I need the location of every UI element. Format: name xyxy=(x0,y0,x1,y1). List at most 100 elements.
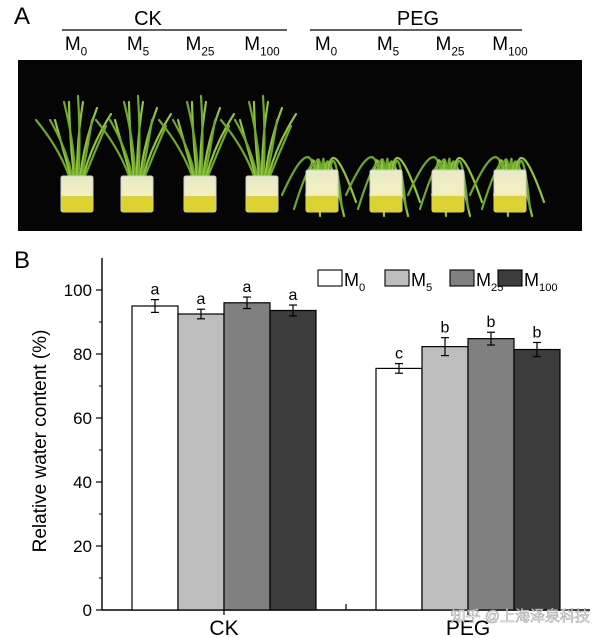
plant-pot xyxy=(34,94,113,213)
leaf xyxy=(48,118,74,178)
leaf xyxy=(62,100,77,178)
y-tick-label: 80 xyxy=(73,345,92,364)
watermark: 知乎 @上海泽泉科技 xyxy=(451,608,590,625)
leaf xyxy=(515,157,546,204)
legend-label-m5: M5 xyxy=(411,270,432,294)
treatment-label-ck-5: M5 xyxy=(127,34,150,58)
group-label-peg: PEG xyxy=(397,8,439,30)
y-tick-label: 20 xyxy=(73,537,92,556)
y-tick-label: 60 xyxy=(73,409,92,428)
leaf xyxy=(328,159,344,211)
legend-label-m100: M100 xyxy=(524,270,558,294)
significance-letter: a xyxy=(151,282,160,299)
plant-pot xyxy=(94,94,173,213)
treatment-label-peg-0: M0 xyxy=(315,34,338,58)
leaf xyxy=(34,118,71,178)
leaf xyxy=(203,118,217,178)
bar-peg-m5 xyxy=(421,346,469,611)
y-tick-label: 0 xyxy=(83,601,92,620)
bar-ck-m25 xyxy=(223,302,271,611)
treatment-label-ck-0: M0 xyxy=(65,34,88,58)
y-tick-label: 40 xyxy=(73,473,92,492)
bar-ck-m5 xyxy=(177,313,225,611)
leaf xyxy=(122,100,137,178)
leaf xyxy=(264,106,284,178)
legend-swatch-m0 xyxy=(317,269,343,287)
plant-pot xyxy=(468,156,546,218)
leaf xyxy=(94,118,131,178)
group-label-ck: CK xyxy=(134,8,162,30)
leaf xyxy=(454,159,470,211)
leaf xyxy=(267,112,298,178)
leaf xyxy=(140,118,154,178)
bar-ck-m100 xyxy=(269,309,317,611)
leaf xyxy=(76,94,81,178)
panel-a-treatment-labels: CK M0 M5 M25 M100 PEG M0 M5 M25 M100 xyxy=(62,8,528,58)
leaf xyxy=(327,157,358,204)
plant-photo-content xyxy=(34,94,546,218)
panel-b-label: B xyxy=(14,247,30,274)
leaf xyxy=(82,112,113,178)
leaf xyxy=(185,100,200,178)
x-tick-label-ck: CK xyxy=(209,617,238,638)
beaker-medium xyxy=(494,196,526,212)
beaker-medium xyxy=(432,196,464,212)
leaf xyxy=(453,157,484,204)
y-axis-title: Relative water content (%) xyxy=(30,330,51,553)
plant-pot xyxy=(280,156,358,218)
leaf xyxy=(79,106,99,178)
bar-peg-m25 xyxy=(467,338,515,611)
significance-letter: a xyxy=(243,279,252,296)
bar-peg-m0 xyxy=(375,367,423,611)
legend-swatch-m25 xyxy=(449,269,475,287)
significance-letter: b xyxy=(487,314,496,331)
legend-swatch-m5 xyxy=(384,269,410,287)
leaf xyxy=(206,124,231,178)
significance-letter: b xyxy=(533,324,542,341)
plant-photo xyxy=(18,60,582,231)
beaker-medium xyxy=(184,196,216,212)
legend-label-m0: M0 xyxy=(344,270,365,294)
leaf xyxy=(205,112,236,178)
leaf xyxy=(480,162,507,211)
significance-letter: a xyxy=(197,291,206,308)
leaf xyxy=(202,106,222,178)
beaker-medium xyxy=(61,196,93,212)
leaf xyxy=(108,118,134,178)
y-tick-label: 100 xyxy=(64,281,92,300)
leaf xyxy=(356,162,383,211)
leaf xyxy=(392,159,408,211)
leaf xyxy=(157,118,194,178)
plant-pot xyxy=(157,94,236,213)
treatment-label-peg-100: M100 xyxy=(492,34,528,58)
treatment-label-ck-100: M100 xyxy=(244,34,280,58)
leaf xyxy=(171,118,197,178)
leaf xyxy=(142,112,173,178)
leaf xyxy=(219,118,256,178)
leaf xyxy=(268,124,293,178)
significance-letter: a xyxy=(289,287,298,304)
beaker-medium xyxy=(121,196,153,212)
leaf xyxy=(80,118,94,178)
leaf xyxy=(143,124,168,178)
plant-pot xyxy=(219,94,298,213)
leaf xyxy=(418,162,445,211)
legend-swatch-m100 xyxy=(497,269,523,287)
x-tick-label-peg: PEG xyxy=(446,617,490,638)
significance-letter: c xyxy=(395,346,403,363)
beaker-medium xyxy=(370,196,402,212)
plant-pot xyxy=(406,156,484,218)
leaf xyxy=(261,94,266,178)
significance-letter: b xyxy=(441,320,450,337)
leaf xyxy=(265,118,279,178)
leaf xyxy=(292,162,319,211)
leaf xyxy=(233,118,259,178)
leaf xyxy=(139,106,159,178)
treatment-label-peg-5: M5 xyxy=(377,34,400,58)
beaker-medium xyxy=(306,196,338,212)
bar-ck-m0 xyxy=(131,305,179,611)
leaf xyxy=(516,159,532,211)
treatment-label-ck-25: M25 xyxy=(186,34,215,58)
